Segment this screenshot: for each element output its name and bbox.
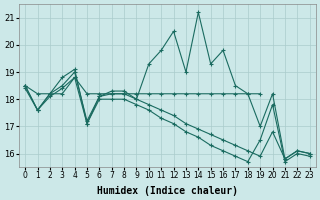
X-axis label: Humidex (Indice chaleur): Humidex (Indice chaleur) <box>97 186 238 196</box>
